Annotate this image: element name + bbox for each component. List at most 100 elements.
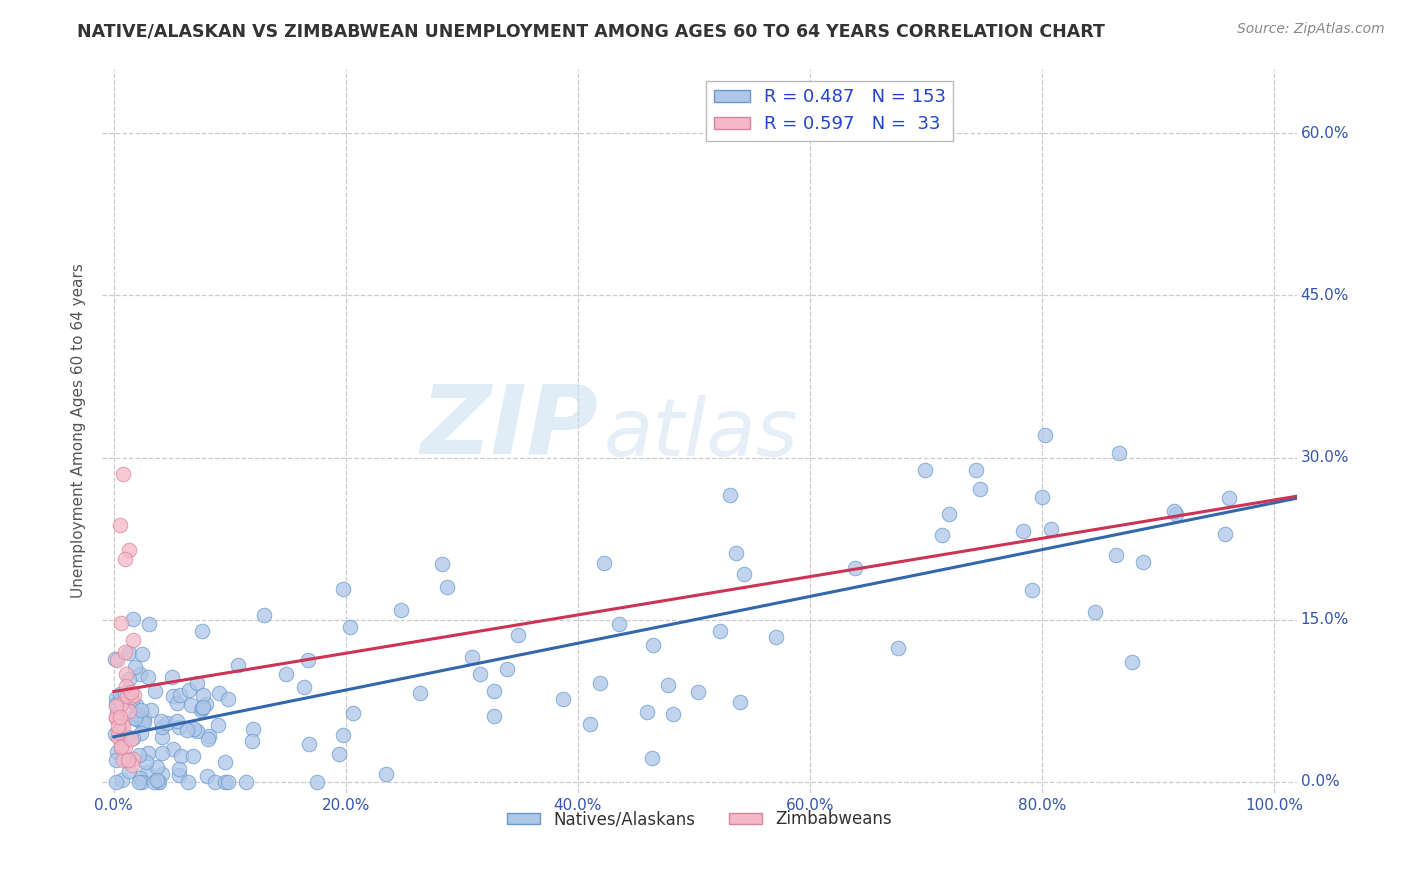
Point [131, 716, 153, 731]
Point [124, 659, 146, 673]
Point [191, 624, 214, 638]
Point [482, 708, 505, 723]
Point [114, 645, 136, 659]
Point [170, 748, 193, 763]
Point [107, 725, 129, 739]
Point [167, 720, 190, 734]
Point [136, 746, 159, 760]
Point [253, 607, 276, 622]
Point [138, 670, 160, 684]
Text: 15.0%: 15.0% [1301, 612, 1348, 627]
Point [129, 703, 152, 717]
Point [194, 698, 217, 712]
Point [129, 771, 152, 785]
Point [506, 628, 529, 642]
Text: NATIVE/ALASKAN VS ZIMBABWEAN UNEMPLOYMENT AMONG AGES 60 TO 64 YEARS CORRELATION : NATIVE/ALASKAN VS ZIMBABWEAN UNEMPLOYMEN… [77, 22, 1105, 40]
Point [374, 767, 396, 781]
Point [887, 640, 910, 655]
Point [121, 693, 143, 707]
Point [1163, 504, 1185, 518]
Point [108, 723, 131, 738]
Point [117, 730, 139, 744]
Point [104, 753, 127, 767]
Point [186, 676, 208, 690]
Point [114, 679, 136, 693]
Point [593, 556, 616, 570]
Point [107, 731, 129, 745]
Point [294, 681, 316, 695]
Point [553, 692, 575, 706]
Point [183, 722, 205, 736]
Point [128, 748, 150, 763]
Point [214, 775, 236, 789]
Point [482, 684, 505, 698]
Point [117, 689, 139, 703]
Point [1213, 526, 1236, 541]
Point [641, 750, 664, 764]
Point [167, 768, 190, 782]
Point [105, 706, 128, 720]
Point [120, 690, 142, 704]
Point [207, 717, 229, 731]
Point [931, 528, 953, 542]
Point [125, 712, 148, 726]
Legend: Natives/Alaskans, Zimbabweans: Natives/Alaskans, Zimbabweans [501, 804, 898, 835]
Point [115, 666, 138, 681]
Point [121, 758, 143, 772]
Point [641, 638, 664, 652]
Point [104, 727, 127, 741]
Point [217, 692, 239, 706]
Point [118, 542, 141, 557]
Point [143, 775, 166, 789]
Point [938, 507, 960, 521]
Point [105, 653, 128, 667]
Point [112, 467, 135, 481]
Point [111, 719, 134, 733]
Point [197, 732, 219, 747]
Point [661, 707, 683, 722]
Point [1121, 655, 1143, 669]
Point [298, 737, 321, 751]
Point [461, 649, 484, 664]
Point [162, 670, 184, 684]
Point [177, 682, 200, 697]
Point [167, 762, 190, 776]
Point [1084, 606, 1107, 620]
Point [636, 705, 658, 719]
Point [121, 731, 143, 745]
Point [156, 715, 179, 730]
Point [235, 775, 257, 789]
Point [125, 706, 148, 721]
Point [1021, 583, 1043, 598]
Point [1031, 491, 1053, 505]
Text: atlas: atlas [605, 395, 799, 474]
Point [124, 698, 146, 712]
Point [111, 772, 134, 787]
Point [128, 775, 150, 789]
Point [339, 620, 361, 634]
Point [131, 647, 153, 661]
Point [152, 720, 174, 734]
Point [124, 688, 146, 702]
Point [765, 630, 787, 644]
Point [104, 690, 127, 705]
Point [180, 698, 202, 712]
Point [733, 567, 755, 582]
Point [436, 580, 458, 594]
Point [1132, 556, 1154, 570]
Point [122, 612, 145, 626]
Point [105, 775, 128, 789]
Point [120, 685, 142, 699]
Point [408, 686, 430, 700]
Point [217, 775, 239, 789]
Point [579, 716, 602, 731]
Y-axis label: Unemployment Among Ages 60 to 64 years: Unemployment Among Ages 60 to 64 years [72, 263, 86, 598]
Point [305, 775, 328, 789]
Point [122, 633, 145, 648]
Text: 0.0%: 0.0% [1301, 774, 1340, 789]
Point [110, 739, 132, 754]
Point [607, 617, 630, 632]
Point [114, 739, 136, 754]
Point [190, 703, 212, 717]
Point [657, 678, 679, 692]
